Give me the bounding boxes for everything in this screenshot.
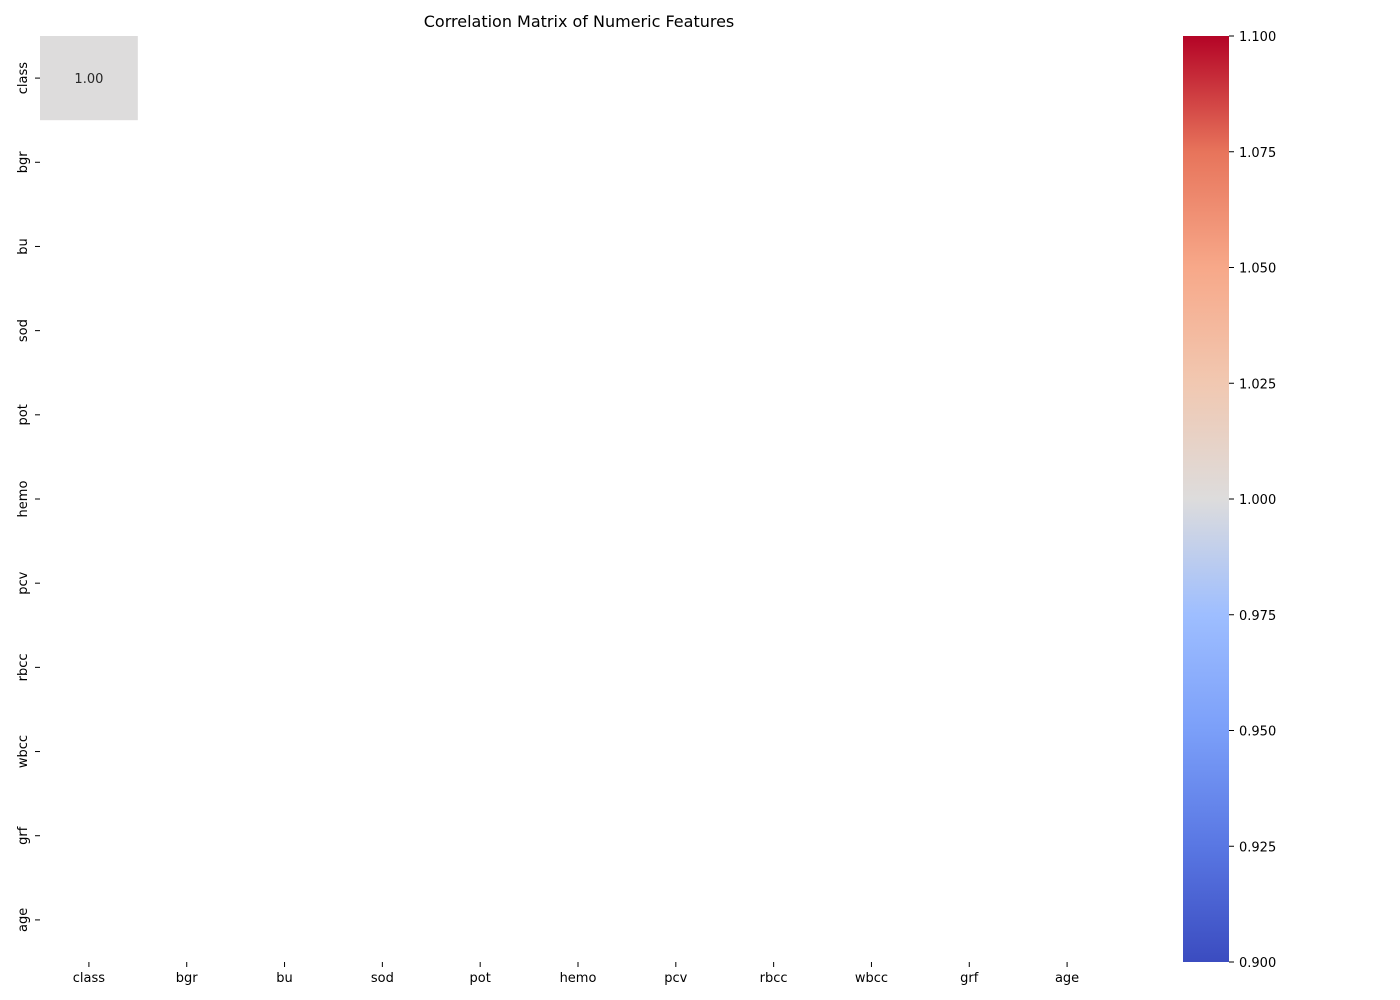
- colorbar-tick-label: 0.950: [1239, 725, 1276, 740]
- y-tick-label: class: [16, 62, 31, 94]
- colorbar-tick-label: 0.925: [1239, 840, 1276, 855]
- x-tick-label: hemo: [560, 971, 597, 986]
- y-tick-label: age: [16, 908, 31, 932]
- y-tick-label: wbcc: [16, 735, 31, 768]
- y-tick-label: bu: [16, 238, 31, 255]
- colorbar-tick-label: 1.000: [1239, 493, 1276, 508]
- x-tick-label: sod: [371, 971, 394, 986]
- colorbar-tick-label: 0.900: [1239, 956, 1276, 971]
- x-tick-label: bu: [276, 971, 293, 986]
- y-tick-label: pot: [16, 404, 31, 425]
- x-tick-label: pcv: [664, 971, 687, 986]
- x-tick-label: pot: [470, 971, 491, 986]
- colorbar-tick-label: 1.025: [1239, 377, 1276, 392]
- colorbar-tick-label: 1.075: [1239, 146, 1276, 161]
- colorbar-tick-label: 1.100: [1239, 30, 1276, 45]
- y-tick-label: rbcc: [16, 653, 31, 681]
- x-tick-label: wbcc: [855, 971, 888, 986]
- colorbar: 0.900 0.925 0.950 0.975 1.000 1.025 1.050 1.075…: [1183, 30, 1276, 971]
- x-axis: class bgr bu sod pot hemo pcv rbcc wbcc grf age: [73, 962, 1079, 986]
- cell-value-label: 1.00: [74, 72, 103, 87]
- heatmap-cell: [40, 36, 138, 121]
- colorbar-tick-label: 1.050: [1239, 262, 1276, 277]
- y-tick-label: pcv: [16, 571, 31, 594]
- y-axis: class bgr bu sod pot hemo pcv rbcc wbcc grf age: [16, 62, 40, 932]
- chart-title: Correlation Matrix of Numeric Features: [424, 12, 735, 31]
- x-tick-label: rbcc: [760, 971, 788, 986]
- y-tick-label: bgr: [16, 151, 31, 174]
- x-tick-label: age: [1055, 971, 1079, 986]
- heatmap-cells: 1.00: [40, 36, 138, 121]
- x-tick-label: class: [73, 971, 105, 986]
- y-tick-label: hemo: [16, 481, 31, 518]
- x-tick-label: bgr: [176, 971, 199, 986]
- y-tick-label: sod: [16, 319, 31, 342]
- x-tick-label: grf: [960, 971, 979, 986]
- colorbar-gradient: [1183, 36, 1229, 962]
- y-tick-label: grf: [16, 826, 31, 845]
- colorbar-tick-label: 0.975: [1239, 609, 1276, 624]
